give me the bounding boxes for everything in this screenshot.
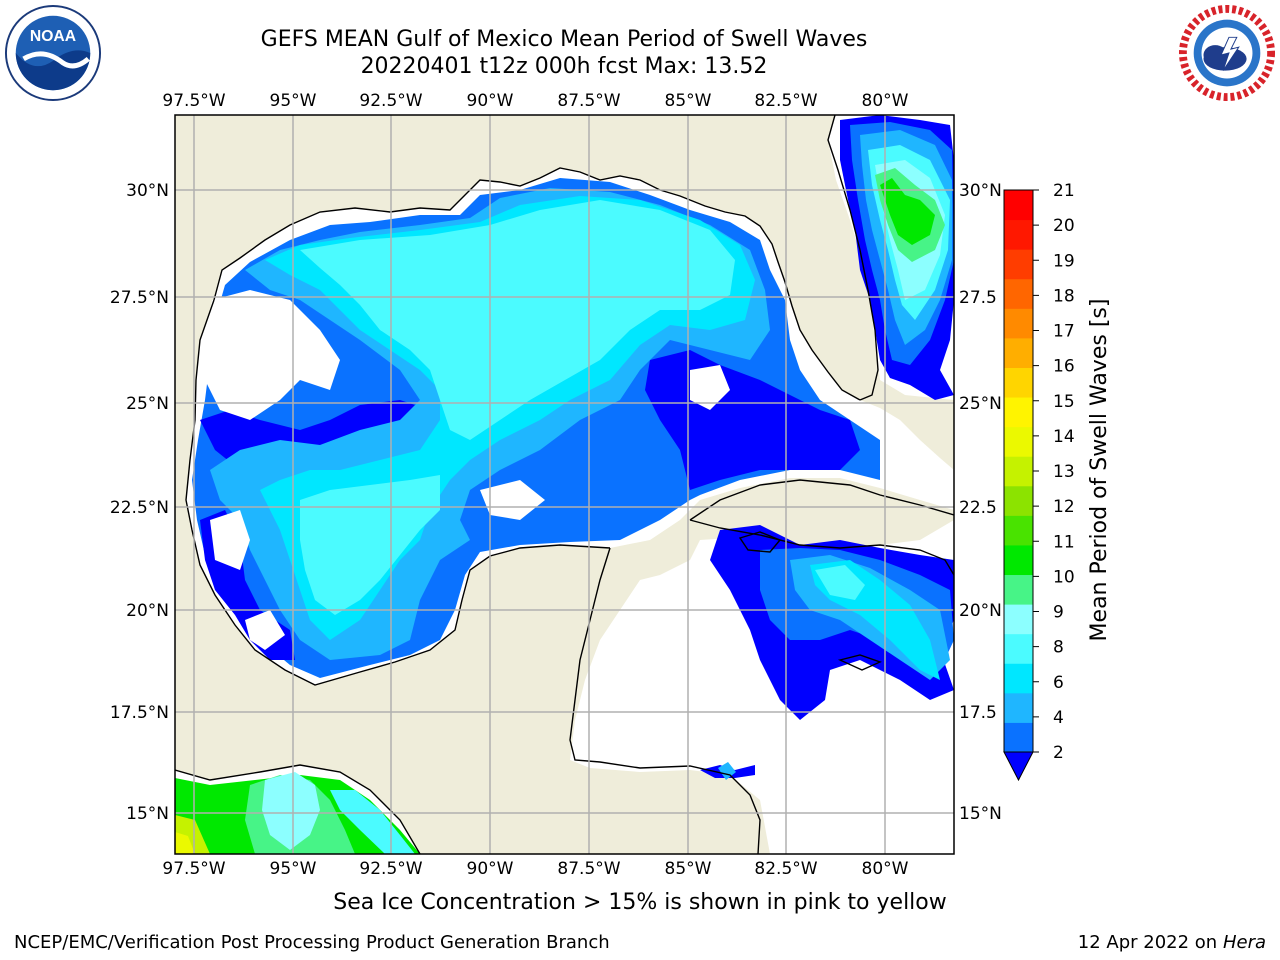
lon-label: 80°W	[862, 91, 909, 111]
colorbar-tick-label: 17	[1053, 322, 1075, 342]
lon-label: 85°W	[665, 859, 712, 879]
lon-label: 87.5°W	[557, 91, 620, 111]
lat-labels-left: 30°N 27.5°N 25°N 22.5°N 20°N 17.5°N 15°N	[110, 181, 169, 824]
colorbar: 2 4 6 8 9 10 11 12 13 14 15 16 17 18 19 20 21	[1003, 181, 1075, 782]
colorbar-tick-label: 21	[1053, 181, 1075, 201]
lon-label: 85°W	[665, 91, 712, 111]
sea-ice-note: Sea Ice Concentration > 15% is shown in …	[333, 890, 947, 915]
lat-label: 22.5	[959, 498, 997, 518]
lon-label: 82.5°W	[754, 91, 817, 111]
date-stamp: 12 Apr 2022 on Hera	[1078, 932, 1266, 953]
lat-label: 17.5	[959, 703, 997, 723]
colorbar-segment	[1004, 337, 1033, 368]
lat-label: 17.5°N	[110, 703, 169, 723]
colorbar-segment	[1004, 663, 1033, 694]
swell-shading-atlantic	[840, 115, 954, 400]
swell-shading-pacific	[175, 772, 420, 854]
colorbar-tick-label: 19	[1053, 251, 1075, 271]
colorbar-segment	[1004, 722, 1033, 753]
colorbar-segment	[1004, 692, 1033, 723]
colorbar-segment	[1004, 397, 1033, 428]
lat-label: 25°N	[959, 394, 1002, 414]
lat-label: 20°N	[959, 601, 1002, 621]
swell-shading-gulf	[192, 178, 880, 678]
colorbar-tick-label: 2	[1053, 743, 1064, 763]
lon-labels-bottom: 97.5°W 95°W 92.5°W 90°W 87.5°W 85°W 82.5…	[162, 859, 908, 879]
lon-label: 92.5°W	[359, 91, 422, 111]
lon-label: 95°W	[270, 91, 317, 111]
lon-labels-top: 97.5°W 95°W 92.5°W 90°W 87.5°W 85°W 82.5…	[162, 91, 908, 111]
chart-title: GEFS MEAN Gulf of Mexico Mean Period of …	[260, 27, 868, 52]
lon-label: 97.5°W	[162, 91, 225, 111]
lon-label: 80°W	[862, 859, 909, 879]
colorbar-segment	[1004, 604, 1033, 635]
colorbar-label: Mean Period of Swell Waves [s]	[1087, 299, 1112, 642]
swell-shading-caribbean	[700, 525, 954, 780]
host-text: Hera	[1222, 932, 1266, 953]
colorbar-segment	[1004, 249, 1033, 280]
colorbar-tick-label: 8	[1053, 638, 1064, 658]
svg-text:NOAA: NOAA	[30, 28, 76, 45]
colorbar-tick-label: 20	[1053, 216, 1075, 236]
colorbar-segment	[1004, 308, 1033, 339]
lon-label: 87.5°W	[557, 859, 620, 879]
colorbar-segment	[1004, 367, 1033, 398]
lat-label: 25°N	[126, 394, 169, 414]
colorbar-tick-label: 18	[1053, 286, 1075, 306]
lat-label: 27.5	[959, 288, 997, 308]
lon-label: 97.5°W	[162, 859, 225, 879]
colorbar-tick-label: 10	[1053, 567, 1075, 587]
lon-label: 95°W	[270, 859, 317, 879]
chart-subtitle: 20220401 t12z 000h fcst Max: 13.52	[360, 54, 768, 79]
colorbar-tick-label: 14	[1053, 427, 1075, 447]
colorbar-tick-label: 9	[1053, 603, 1064, 623]
lon-label: 92.5°W	[359, 859, 422, 879]
colorbar-segment	[1004, 219, 1033, 250]
colorbar-segment	[1004, 515, 1033, 546]
lat-label: 15°N	[126, 804, 169, 824]
lon-label: 90°W	[467, 859, 514, 879]
graticule	[175, 115, 954, 854]
lat-label: 30°N	[126, 181, 169, 201]
colorbar-tick-label: 16	[1053, 357, 1075, 377]
lon-label: 90°W	[467, 91, 514, 111]
map-frame	[174, 114, 955, 855]
colorbar-segment	[1004, 426, 1033, 457]
lat-label: 27.5°N	[110, 288, 169, 308]
colorbar-segment	[1004, 544, 1033, 576]
colorbar-tick-label: 4	[1053, 708, 1064, 728]
noaa-logo: NOAA	[4, 4, 102, 102]
colorbar-tick-label: 11	[1053, 532, 1075, 552]
colorbar-tick-label: 15	[1053, 392, 1075, 412]
lat-label: 20°N	[126, 601, 169, 621]
colorbar-tick-label: 6	[1053, 673, 1064, 693]
lon-label: 82.5°W	[754, 859, 817, 879]
colorbar-segment	[1004, 190, 1033, 221]
colorbar-segment	[1004, 485, 1033, 516]
colorbar-segment	[1004, 574, 1033, 605]
date-text: 12 Apr 2022 on	[1077, 932, 1218, 953]
credit-text: NCEP/EMC/Verification Post Processing Pr…	[14, 932, 610, 953]
lat-label: 30°N	[959, 181, 1002, 201]
lat-label: 22.5°N	[110, 498, 169, 518]
colorbar-tick-label: 12	[1053, 497, 1075, 517]
lat-labels-right: 30°N 27.5 25°N 22.5 20°N 17.5 15°N	[959, 181, 1002, 824]
nws-logo	[1178, 4, 1276, 102]
colorbar-segment	[1004, 278, 1033, 309]
colorbar-segment	[1004, 633, 1033, 664]
colorbar-tick-label: 13	[1053, 462, 1075, 482]
colorbar-segment	[1004, 456, 1033, 487]
colorbar-extend-arrow	[1003, 751, 1034, 782]
lat-label: 15°N	[959, 804, 1002, 824]
map-plot-area	[175, 115, 954, 854]
